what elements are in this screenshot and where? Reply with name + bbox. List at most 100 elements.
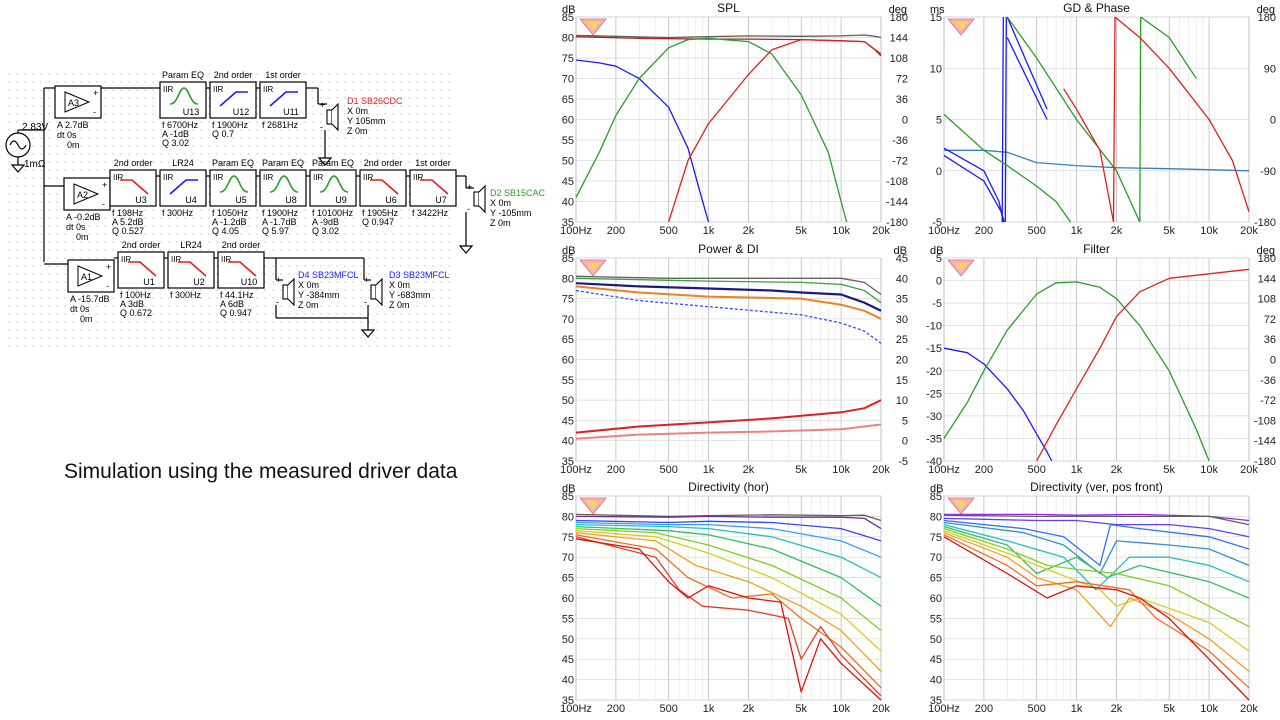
series-line-4 (575, 285, 882, 320)
filter-response-icon (219, 175, 249, 193)
driver-cone (287, 277, 295, 307)
logo-inner (586, 501, 600, 509)
y-tick-label: 50 (562, 156, 574, 168)
y-tick-label: 5 (936, 253, 942, 265)
x-tick-label: 2k (1111, 464, 1123, 476)
logo-inner (954, 501, 968, 509)
y-tick-label: 70 (562, 552, 574, 564)
series-line-1 (575, 34, 882, 39)
x-tick-label: 200 (975, 225, 993, 237)
y-axis-unit: dB (562, 4, 575, 16)
series-line-1 (944, 513, 1250, 522)
series-line-7 (575, 423, 882, 440)
x-tick-label: 20k (872, 464, 890, 476)
x-tick-label: 20k (872, 703, 890, 715)
driver-x: X 0m (298, 280, 319, 290)
amp-plus: + (106, 262, 111, 272)
filter-box (109, 169, 157, 207)
y2-tick-label: 0 (1270, 355, 1276, 367)
y-tick-label: 70 (562, 314, 574, 326)
filter-block-u11: 1st order IIR U11 f 2681Hz (259, 70, 307, 130)
chart-title: Power & DI (698, 242, 759, 256)
y-tick-label: -5 (932, 298, 942, 310)
filter-iir-label: IIR (213, 85, 223, 94)
y-tick-label: -35 (926, 433, 942, 445)
chart-3: 35 40 45 50 55 60 65 70 75 80 85 -5 0 5 10 15 20 25 30 35 40… (560, 242, 908, 476)
ground-triangle (10, 164, 26, 173)
driver-cone (331, 102, 339, 132)
filter-param: f 1900Hz (262, 208, 299, 218)
series-line-2 (943, 281, 1210, 462)
filter-type: 2nd order (114, 158, 153, 168)
x-tick-label: 1k (1071, 225, 1083, 237)
ground-triangle (360, 329, 376, 338)
x-tick-label: 2k (743, 225, 755, 237)
y2-tick-label: -144 (1254, 436, 1276, 448)
x-tick-label: 200 (975, 703, 993, 715)
chart-title: GD & Phase (1063, 1, 1130, 15)
y-tick-label: 80 (930, 511, 942, 523)
chart-6: 35 40 45 50 55 60 65 70 75 80 85 100Hz 200 500 1k 2k 5k 1… (928, 480, 1258, 715)
y2-tick-label: -180 (1254, 456, 1276, 468)
x-tick-label: 5k (795, 225, 807, 237)
filter-name: U1 (143, 277, 155, 287)
series-line-11 (1140, 16, 1197, 79)
ground-symbol (458, 238, 474, 254)
amp-gain: A -0.2dB (66, 212, 101, 222)
series-line-14 (1114, 16, 1250, 213)
x-tick-label: 10k (832, 464, 850, 476)
chart-5: 35 40 45 50 55 60 65 70 75 80 85 100Hz 200 500 1k 2k 5k 1… (560, 480, 890, 715)
x-tick-label: 20k (1240, 464, 1258, 476)
x-tick-label: 2k (1111, 225, 1123, 237)
filter-response-icon (128, 261, 157, 277)
y2-tick-label: 0 (1270, 115, 1276, 127)
y2-tick-label: -108 (886, 176, 908, 188)
filter-type: 2nd order (214, 70, 253, 80)
filter-name: U10 (241, 277, 258, 287)
filter-type: 2nd order (122, 240, 161, 250)
filter-param: Q 3.02 (312, 226, 339, 236)
amp-triangle (73, 183, 100, 205)
filter-param: Q 0.947 (220, 308, 252, 318)
filter-param: A -9dB (312, 217, 339, 227)
filter-box (217, 251, 265, 289)
y-tick-label: 85 (930, 491, 942, 503)
x-tick-label: 5k (1163, 225, 1175, 237)
series-line-9 (1006, 16, 1141, 223)
y2-tick-label: 180 (890, 12, 908, 24)
filter-param: f 198Hz (112, 208, 144, 218)
y-tick-label: 80 (562, 511, 574, 523)
series-line-10 (575, 534, 882, 689)
driver-y: Y -105mm (490, 208, 531, 218)
filter-name: U4 (185, 195, 197, 205)
driver-x: X 0m (347, 106, 368, 116)
amp-triangle (64, 91, 91, 113)
y-tick-label: 40 (562, 675, 574, 687)
filter-box (409, 169, 457, 207)
y2-tick-label: 72 (896, 74, 908, 86)
source-voltage: 2.83V (22, 122, 48, 133)
driver-y: Y 105mm (347, 116, 385, 126)
filter-param: f 2681Hz (262, 120, 299, 130)
y-tick-label: 10 (930, 63, 942, 75)
x-tick-label: 100Hz (928, 464, 960, 476)
amp-box (54, 85, 102, 119)
y-tick-label: 45 (562, 415, 574, 427)
y-tick-label: 15 (930, 12, 942, 24)
y-tick-label: 75 (562, 294, 574, 306)
y2-tick-label: 180 (1258, 253, 1276, 265)
y-tick-label: 35 (562, 456, 574, 468)
y2-tick-label: 108 (1258, 294, 1276, 306)
driver-z: Z 0m (347, 126, 368, 136)
x-tick-label: 200 (975, 464, 993, 476)
filter-param: A 3dB (120, 299, 144, 309)
series-line-12 (1063, 88, 1115, 223)
filter-block-u4: LR24 IIR U4 f 300Hz (159, 158, 207, 218)
filter-type: LR24 (172, 158, 194, 168)
x-tick-label: 20k (1240, 703, 1258, 715)
